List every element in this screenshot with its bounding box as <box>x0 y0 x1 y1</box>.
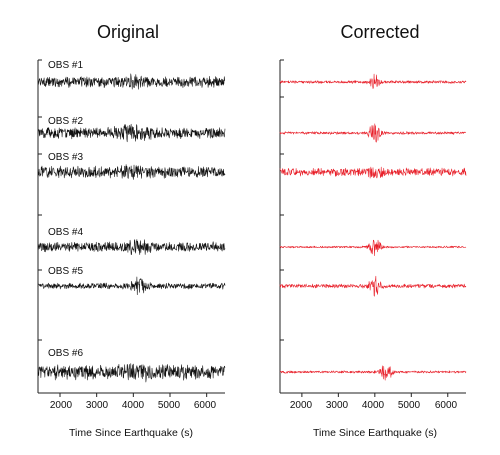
x-tick-label: 5000 <box>158 400 181 411</box>
x-axis-label-corrected: Time Since Earthquake (s) <box>313 427 437 439</box>
trace-obs-5 <box>37 276 226 295</box>
y-ticks-original <box>38 59 42 341</box>
trace-obs-6 <box>279 365 467 381</box>
panel-original: Original 2000 3000 4000 5000 6000 Time S… <box>37 22 226 439</box>
trace-obs-2 <box>37 123 226 143</box>
trace-obs-3 <box>279 166 467 179</box>
station-label: OBS #6 <box>48 348 83 359</box>
traces-original <box>37 73 226 383</box>
x-tick-label: 2000 <box>290 400 313 411</box>
trace-obs-5 <box>279 275 467 297</box>
trace-obs-1 <box>37 73 226 90</box>
station-label: OBS #3 <box>48 152 83 163</box>
x-tick-label: 6000 <box>194 400 217 411</box>
y-ticks-corrected <box>280 59 284 341</box>
x-tick-label: 3000 <box>326 400 349 411</box>
station-label: OBS #2 <box>48 116 83 127</box>
x-tick-label: 6000 <box>435 400 458 411</box>
trace-obs-1 <box>279 73 467 89</box>
trace-obs-3 <box>37 164 226 180</box>
x-tick-label: 4000 <box>362 400 385 411</box>
x-tick-label: 4000 <box>122 400 145 411</box>
panel-corrected: Corrected 2000 3000 4000 5000 6000 Time … <box>279 22 467 439</box>
x-axis-label-original: Time Since Earthquake (s) <box>69 427 193 439</box>
trace-obs-2 <box>279 123 467 143</box>
x-tick-label: 3000 <box>86 400 109 411</box>
station-label: OBS #5 <box>48 266 83 277</box>
x-ticks-corrected <box>301 393 449 397</box>
trace-obs-4 <box>279 239 467 257</box>
traces-corrected <box>279 73 467 381</box>
trace-obs-6 <box>37 363 226 383</box>
panel-title-original: Original <box>97 22 159 42</box>
station-label: OBS #1 <box>48 60 83 71</box>
x-tick-label: 2000 <box>50 400 73 411</box>
station-label: OBS #4 <box>48 227 83 238</box>
trace-obs-4 <box>37 239 226 255</box>
x-tick-label: 5000 <box>398 400 421 411</box>
panel-title-corrected: Corrected <box>340 22 419 42</box>
x-ticks-original <box>59 393 208 397</box>
